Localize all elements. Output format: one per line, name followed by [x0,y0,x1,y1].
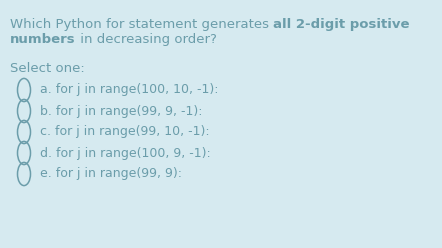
Text: in decreasing order?: in decreasing order? [76,33,217,46]
Text: d. for j in range(100, 9, -1):: d. for j in range(100, 9, -1): [40,147,211,159]
Text: c. for j in range(99, 10, -1):: c. for j in range(99, 10, -1): [40,125,210,138]
Text: b. for j in range(99, 9, -1):: b. for j in range(99, 9, -1): [40,104,202,118]
Text: Select one:: Select one: [10,62,85,75]
Text: a. for j in range(100, 10, -1):: a. for j in range(100, 10, -1): [40,84,218,96]
Text: Which Python for statement generates: Which Python for statement generates [10,18,273,31]
Text: numbers: numbers [10,33,76,46]
Text: all 2-digit positive: all 2-digit positive [273,18,410,31]
Text: e. for j in range(99, 9):: e. for j in range(99, 9): [40,167,182,181]
